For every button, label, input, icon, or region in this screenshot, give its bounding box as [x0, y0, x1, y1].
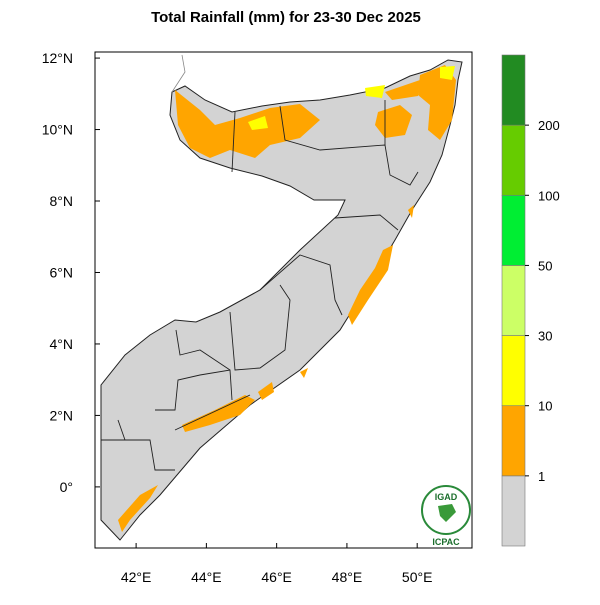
x-tick-label: 42°E — [121, 569, 152, 585]
x-tick-label: 48°E — [332, 569, 363, 585]
y-tick-label: 8°N — [50, 193, 74, 209]
logo-icon — [438, 504, 456, 522]
rain-10mm — [118, 65, 456, 532]
x-tick-label: 46°E — [261, 569, 292, 585]
logo-bottom: ICPAC — [432, 537, 460, 547]
colorbar-bin — [501, 335, 526, 407]
colorbar-bin — [501, 475, 526, 547]
colorbar-bin — [501, 194, 526, 266]
neighbour-border — [171, 54, 186, 93]
x-tick-label: 44°E — [191, 569, 222, 585]
map-title: Total Rainfall (mm) for 23-30 Dec 2025 — [151, 9, 421, 26]
colorbar-label: 50 — [538, 258, 552, 273]
y-tick-label: 0° — [60, 479, 73, 495]
colorbar-bin — [501, 124, 526, 196]
colorbar-label: 100 — [538, 188, 560, 203]
colorbar-bin — [501, 54, 526, 126]
colorbar-bin — [501, 405, 526, 477]
map-frame — [94, 51, 473, 549]
y-tick-label: 10°N — [42, 122, 73, 138]
colorbar-label: 1 — [538, 469, 545, 484]
axes: 42°E 44°E 46°E 48°E 50°E 0° 2°N 4°N 6°N 8°N 10°N 12… — [42, 50, 433, 585]
map-area — [94, 51, 473, 549]
logo-top: IGAD — [435, 492, 458, 502]
logo: IGAD ICPAC — [421, 485, 471, 547]
colorbar-bin — [501, 265, 526, 336]
colorbar-label: 30 — [538, 329, 552, 344]
colorbar-label: 200 — [538, 118, 560, 133]
y-tick-label: 6°N — [50, 264, 74, 280]
rain-30mm — [248, 66, 455, 130]
y-tick-label: 12°N — [42, 50, 73, 66]
colorbar-label: 10 — [538, 399, 552, 414]
colorbar: 1 10 30 50 100 200 — [501, 54, 560, 547]
x-tick-label: 50°E — [402, 569, 433, 585]
y-tick-label: 4°N — [50, 336, 74, 352]
y-tick-label: 2°N — [50, 407, 74, 423]
admin-boundaries — [101, 100, 419, 471]
